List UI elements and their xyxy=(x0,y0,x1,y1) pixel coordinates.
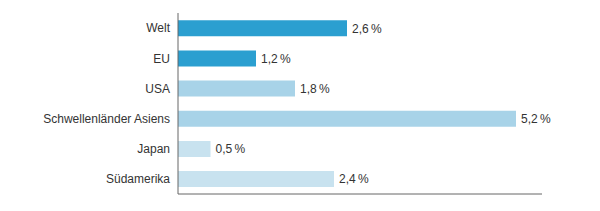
svg-text:Schwellenländer Asiens: Schwellenländer Asiens xyxy=(43,112,170,126)
svg-text:EU: EU xyxy=(153,52,170,66)
svg-text:Japan: Japan xyxy=(137,142,170,156)
svg-text:2,6 %: 2,6 % xyxy=(352,22,382,36)
svg-text:5,2 %: 5,2 % xyxy=(521,112,551,126)
svg-text:USA: USA xyxy=(145,82,170,96)
svg-text:2,4 %: 2,4 % xyxy=(339,172,369,186)
svg-text:1,2 %: 1,2 % xyxy=(261,52,291,66)
svg-text:Südamerika: Südamerika xyxy=(106,172,170,186)
svg-text:Welt: Welt xyxy=(146,21,170,35)
svg-text:0,5 %: 0,5 % xyxy=(216,142,246,156)
svg-text:1,8 %: 1,8 % xyxy=(300,82,330,96)
